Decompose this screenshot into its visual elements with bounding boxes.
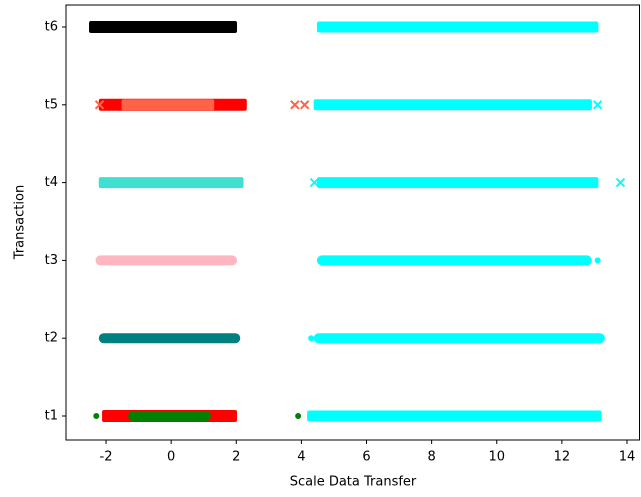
x-tick-label: 4 xyxy=(297,450,305,465)
point xyxy=(295,413,302,419)
point xyxy=(308,335,315,342)
point xyxy=(94,100,105,110)
x-axis-label: Scale Data Transfer xyxy=(290,475,417,490)
x-tick-label: 2 xyxy=(232,450,240,465)
x-tick-label: 8 xyxy=(427,450,435,465)
strip xyxy=(128,411,211,421)
y-tick-label: t4 xyxy=(45,175,58,190)
point xyxy=(290,100,300,110)
point xyxy=(93,413,100,419)
x-tick-label: 14 xyxy=(619,450,636,465)
strip xyxy=(89,21,238,33)
point xyxy=(299,100,310,110)
strip xyxy=(316,177,599,189)
strip xyxy=(316,21,599,33)
x-tick-label: 12 xyxy=(554,450,571,465)
strip xyxy=(98,333,241,344)
x-tick-label: 10 xyxy=(488,450,505,465)
y-tick-label: t1 xyxy=(45,409,58,424)
x-tick-label: -2 xyxy=(100,450,113,465)
point xyxy=(592,100,603,110)
strip xyxy=(95,255,238,266)
y-tick-label: t6 xyxy=(45,20,58,35)
strip xyxy=(121,99,215,111)
strip xyxy=(313,333,605,344)
y-axis-label: Transaction xyxy=(13,185,28,260)
plot-frame xyxy=(65,4,640,441)
strip xyxy=(316,255,592,266)
point xyxy=(594,257,601,264)
y-tick-label: t2 xyxy=(45,331,58,346)
strip xyxy=(307,410,602,422)
x-tick-label: 0 xyxy=(167,450,175,465)
point xyxy=(615,177,626,188)
y-tick-label: t5 xyxy=(45,97,58,112)
point xyxy=(309,177,320,188)
x-tick-label: 6 xyxy=(362,450,370,465)
strip xyxy=(313,99,592,111)
strip xyxy=(98,177,244,189)
y-tick-label: t3 xyxy=(45,253,58,268)
